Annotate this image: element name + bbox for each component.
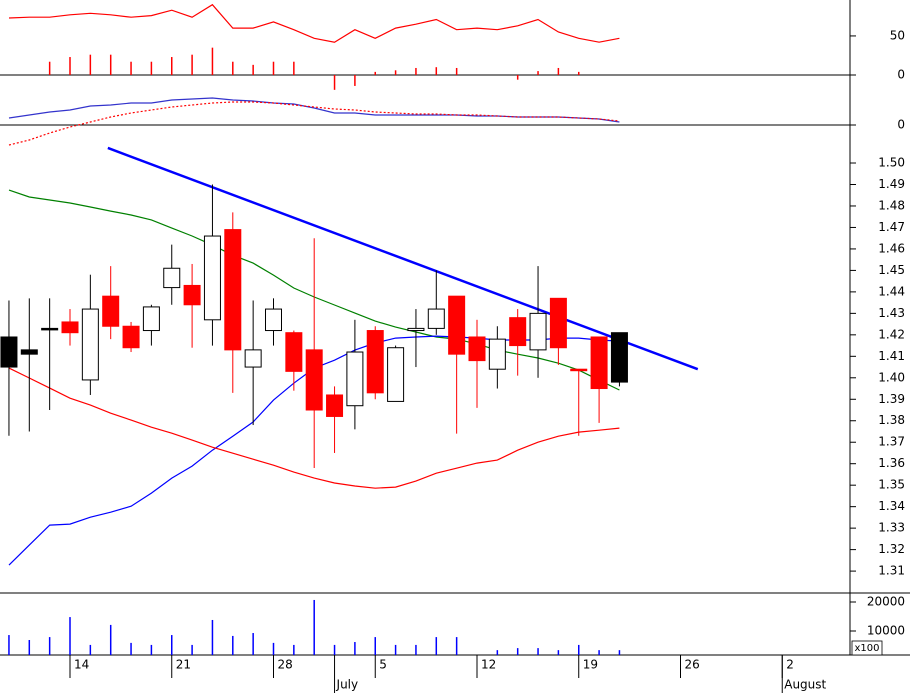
y-tick-label: 1.38 [878,413,905,427]
candle-body [41,327,59,331]
candle-body [509,317,527,347]
y-tick-label: 1.41 [878,349,905,363]
candle-body [20,349,38,355]
x-tick-label: 12 [481,658,496,672]
y-tick-label: 0 [897,118,905,132]
candle-body [366,330,384,394]
y-tick-label: 1.49 [878,177,905,191]
candle-body [448,295,466,355]
candle-body [346,351,364,407]
y-tick-label: 1.50 [878,156,905,170]
month-label: July [336,678,359,692]
candle-body [122,325,140,349]
series-line [8,367,620,489]
y-tick-label: 1.47 [878,220,905,234]
y-tick-label: 1.31 [878,564,905,578]
x-tick-label: 26 [684,658,699,672]
x-tick-label: 19 [583,658,598,672]
candle-body [468,336,486,362]
candle-body [326,394,344,417]
trendline [107,146,699,371]
unit-label: x100 [854,643,879,654]
candle-body [183,284,201,306]
y-tick-label: 1.37 [878,435,905,449]
x-tick-label: 2 [786,658,794,672]
y-tick-label: 1.33 [878,521,905,535]
candle-body [285,332,303,372]
candle-body [224,229,242,351]
y-tick-label: 1.45 [878,263,905,277]
series-line [8,101,620,146]
y-tick-label: 1.43 [878,306,905,320]
candle-body [387,347,405,402]
candle-body [102,295,120,327]
x-tick-label: 28 [277,658,292,672]
candle-body [590,336,608,390]
y-tick-label: 1.46 [878,241,905,255]
unit-box [851,640,883,656]
y-tick-label: 1.32 [878,542,905,556]
candle-body [163,267,181,289]
y-tick-label: 1.36 [878,456,905,470]
candle-body [549,297,567,349]
candle-body [142,306,160,332]
series-line [8,3,620,43]
candle-body [305,349,323,411]
candle-body [488,338,506,370]
y-tick-label: 0 [897,68,905,82]
candle-body [81,308,99,381]
candle-body [61,321,79,334]
candle-body [529,312,547,351]
candle-body [610,332,628,383]
y-tick-label: 1.42 [878,327,905,341]
x-tick-label: 21 [176,658,191,672]
candle-body [264,308,282,332]
candle-body [570,368,588,372]
y-tick-label: 20000 [867,594,905,608]
candle-body [244,349,262,368]
x-tick-label: 5 [379,658,387,672]
y-tick-label: 10000 [867,623,905,637]
x-tick-label: 14 [74,658,89,672]
candle-body [427,308,445,329]
y-tick-label: 1.48 [878,198,905,212]
series-line [8,97,620,123]
y-tick-label: 1.35 [878,478,905,492]
candle-body [203,235,221,321]
candle-body [407,327,425,332]
month-label: August [784,678,826,692]
y-tick-label: 1.40 [878,370,905,384]
y-tick-label: 50 [890,28,905,42]
y-tick-label: 1.39 [878,392,905,406]
y-tick-label: 1.34 [878,499,905,513]
y-tick-label: 1.44 [878,284,905,298]
candle-body [0,336,18,368]
